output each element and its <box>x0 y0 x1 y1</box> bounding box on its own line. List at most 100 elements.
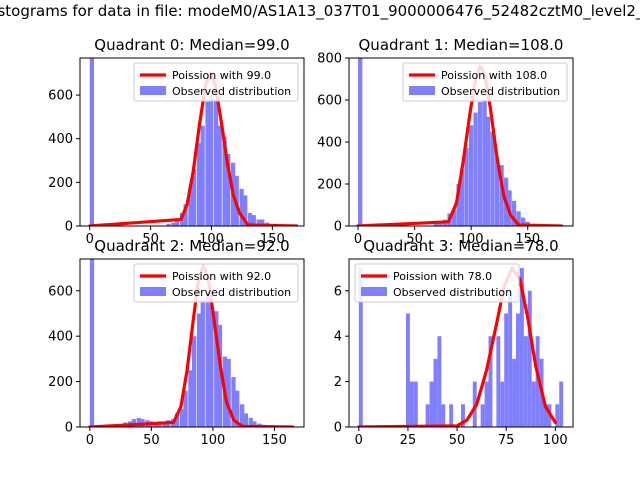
y-tick-label-3: 600 <box>48 89 73 104</box>
axes-frame <box>79 57 305 227</box>
hist-bar-19 <box>243 195 248 226</box>
y-tick-label-4: 800 <box>317 52 342 67</box>
legend: Poission with 108.0 Observed distribution <box>402 62 568 102</box>
hist-bar-27 <box>543 404 548 427</box>
legend-line-label: Poission with 99.0 <box>172 69 271 82</box>
hist-bar-3 <box>413 381 418 427</box>
hist-bar-12 <box>162 422 167 427</box>
hist-bar-10 <box>461 404 465 427</box>
legend-line-label: Poission with 92.0 <box>172 270 271 283</box>
hist-bar-24 <box>531 381 536 427</box>
hist-bar-27 <box>226 358 231 427</box>
y-tick-label-3: 600 <box>48 284 73 299</box>
hist-bar-7 <box>192 169 197 226</box>
x-tick-label-2: 100 <box>201 433 226 448</box>
hist-bar-12 <box>480 404 485 427</box>
hist-bar-7 <box>437 336 442 427</box>
hist-bar-22 <box>256 219 261 226</box>
y-tick-label-3: 6 <box>334 284 342 299</box>
hist-bar-5 <box>451 209 457 226</box>
x-tick-label-2: 100 <box>199 232 224 247</box>
hist-bar-3 <box>174 219 180 226</box>
hist-bar-15 <box>496 336 501 427</box>
x-tick-label-0: 0 <box>355 433 363 448</box>
hist-bar-31 <box>243 413 248 427</box>
hist-bar-19 <box>511 200 517 226</box>
hist-bar-0 <box>89 259 95 427</box>
hist-bar-19 <box>512 358 517 427</box>
plot-area <box>357 266 564 427</box>
hist-bar-14 <box>490 131 495 226</box>
hist-bar-14 <box>488 336 493 427</box>
subplot-title: Quadrant 0: Median=99.0 <box>94 36 289 54</box>
y-tick-label-0: 0 <box>65 421 73 436</box>
x-tick-label-1: 25 <box>400 433 417 448</box>
hist-bar-1 <box>405 313 410 427</box>
hist-bar-0 <box>358 58 363 226</box>
hist-bar-18 <box>508 290 513 427</box>
hist-bar-8 <box>196 143 202 226</box>
hist-bar-21 <box>520 217 526 226</box>
hist-bar-18 <box>239 188 244 226</box>
y-tick-label-1: 200 <box>48 176 73 191</box>
legend-bar-label: Observed distribution <box>441 85 560 98</box>
hist-bar-11 <box>209 95 214 226</box>
hist-bar-20 <box>196 313 202 427</box>
legend-line-label: Poission with 78.0 <box>393 270 492 283</box>
hist-bar-16 <box>499 165 504 226</box>
hist-bar-23 <box>260 219 265 226</box>
legend-box <box>133 62 299 102</box>
subplot-0: 0 50 100 150 0 200 400 600 Quadrant 0: Median=99… <box>48 36 305 247</box>
hist-bar-10 <box>205 101 210 226</box>
hist-bar-23 <box>209 304 214 427</box>
legend-bar-label: Observed distribution <box>172 286 291 299</box>
hist-bar-13 <box>484 381 489 427</box>
hist-bar-15 <box>226 154 231 226</box>
hist-bar-9 <box>468 125 474 226</box>
legend-box <box>133 263 299 303</box>
hist-bar-8 <box>464 148 469 226</box>
hist-bar-24 <box>214 311 219 427</box>
x-tick-label-2: 100 <box>459 232 484 247</box>
hist-bar-6 <box>188 186 193 226</box>
x-tick-label-0: 0 <box>86 232 94 247</box>
subplot-title: Quadrant 3: Median=78.0 <box>363 237 558 255</box>
hist-bar-5 <box>183 204 188 226</box>
hist-bar-5 <box>429 381 434 427</box>
hist-bar-29 <box>555 404 560 427</box>
hist-bar-23 <box>527 290 532 427</box>
x-tick-label-1: 50 <box>406 232 423 247</box>
hist-bar-6 <box>433 358 438 427</box>
x-tick-label-2: 50 <box>449 433 466 448</box>
legend-bar-swatch <box>361 287 387 296</box>
hist-bar-22 <box>523 336 528 427</box>
legend-bar-swatch <box>409 86 435 95</box>
hist-bar-20 <box>248 212 253 226</box>
y-tick-label-1: 2 <box>334 375 342 390</box>
axes-frame <box>348 258 574 428</box>
hist-bar-8 <box>441 404 446 427</box>
hist-bar-12 <box>482 100 487 226</box>
hist-bar-32 <box>248 417 253 427</box>
legend: Poission with 78.0 Observed distribution <box>354 263 520 303</box>
hist-bar-25 <box>217 324 223 427</box>
subplot-1: 0 50 100 150 0 200 400 600 800 Quadrant 1: Median… <box>317 36 574 247</box>
hist-bar-19 <box>192 336 197 427</box>
x-tick-label-3: 150 <box>260 232 285 247</box>
x-tick-label-3: 150 <box>262 433 287 448</box>
x-tick-label-3: 150 <box>515 232 540 247</box>
y-tick-label-0: 0 <box>334 220 342 235</box>
y-tick-label-0: 0 <box>65 220 73 235</box>
hist-bar-0 <box>358 268 363 427</box>
subplot-2: 0 50 100 150 0 200 400 600 Quadrant 2: Median=92… <box>48 237 305 448</box>
hist-bar-33 <box>252 421 257 427</box>
hist-bar-12 <box>213 99 219 226</box>
legend: Poission with 92.0 Observed distribution <box>133 263 299 303</box>
hist-bar-10 <box>473 112 478 226</box>
hist-bar-18 <box>188 370 193 427</box>
y-tick-label-1: 200 <box>48 375 73 390</box>
hist-bar-6 <box>136 417 141 427</box>
hist-bar-4 <box>425 404 430 427</box>
hist-bar-0 <box>89 58 94 226</box>
